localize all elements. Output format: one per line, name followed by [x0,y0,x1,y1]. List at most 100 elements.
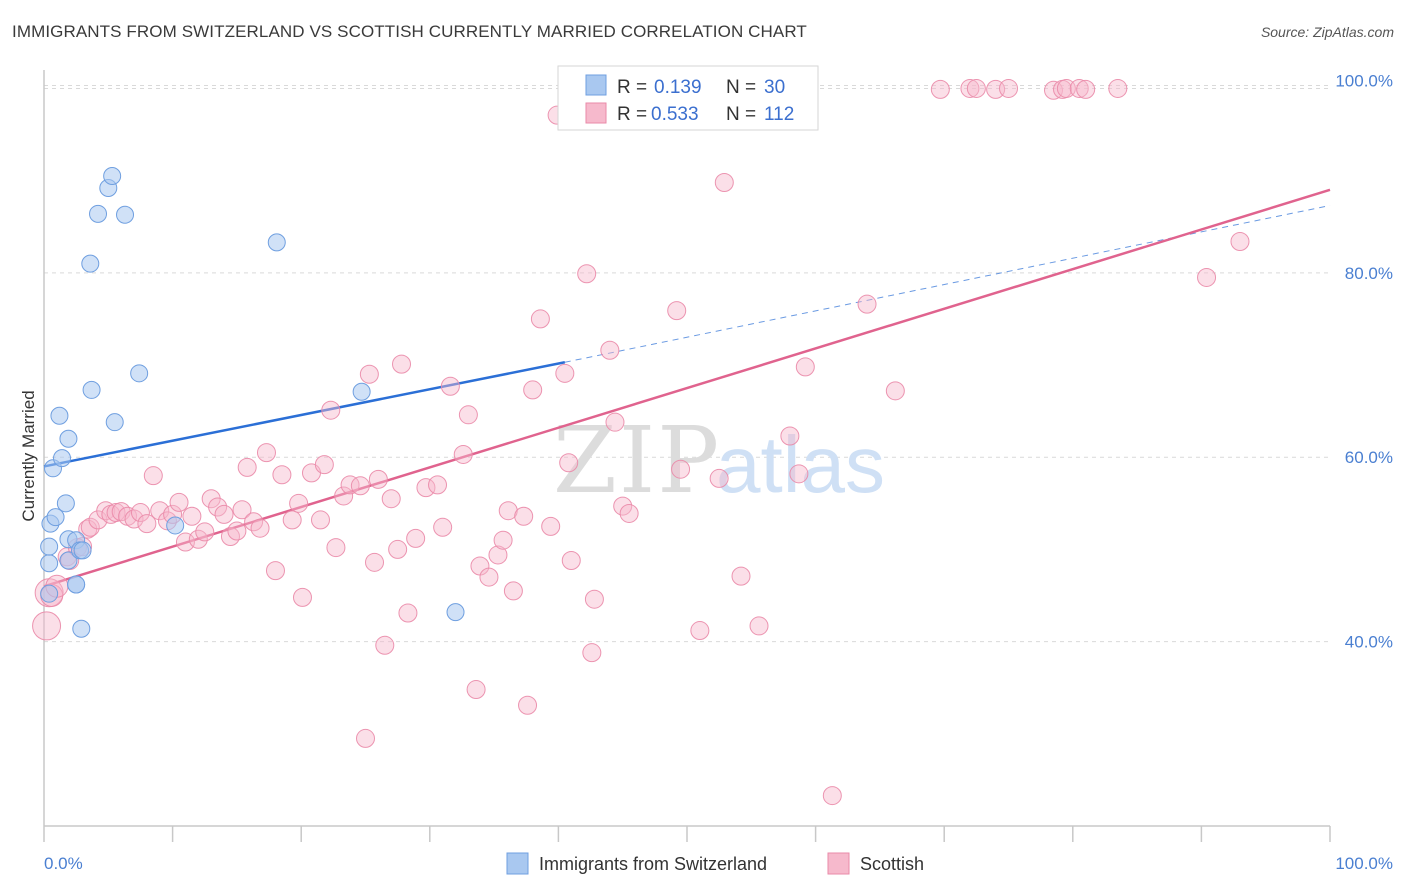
scottish-point [365,552,385,572]
scottish-point [130,503,150,523]
scottish-point [227,521,247,541]
switzerland-point [40,584,59,603]
scottish-point [169,492,189,512]
scottish-point [999,78,1018,98]
switzerland-point [267,233,286,252]
scottish-point [220,527,240,547]
scottish-point [709,468,729,488]
switzerland-point [72,619,91,638]
scottish-point [150,501,170,521]
scottish-point [518,695,538,715]
scottish-point [503,581,523,601]
scottish-point [137,514,157,534]
stats-legend-n-label-1: N = [726,77,756,98]
scottish-point [416,478,436,498]
scottish-point [80,517,100,537]
bottom-legend-label-scottish: Scottish [860,854,924,874]
stats-legend: R = 0.139 N = 30 R = 0.533 N = 112 [557,65,819,131]
switzerland-point [59,551,78,570]
scottish-point [488,545,508,565]
scottish-point [428,475,448,495]
scottish-point [237,457,257,477]
chart-title: IMMIGRANTS FROM SWITZERLAND VS SCOTTISH … [12,22,807,41]
scottish-point [619,503,639,523]
scottish-point [966,78,986,98]
scottish-point [250,518,270,538]
scottish-point [1197,267,1217,287]
switzerland-point [105,413,124,432]
scottish-point [822,786,842,806]
y-tick-label: 60.0% [1345,448,1393,467]
scottish-point [282,510,302,530]
scottish-point [340,475,360,495]
switzerland-point [59,429,78,448]
switzerland-point [166,516,185,535]
stats-legend-r-value-2: 0.533 [651,104,699,125]
scottish-point [605,412,625,432]
trend-lines [43,188,1331,588]
scottish-point [375,635,395,655]
scottish-point [749,616,769,636]
bottom-legend-swatch-switzerland [506,852,529,875]
stats-legend-r-value-1: 0.139 [654,77,702,98]
switzerland-point [40,537,59,556]
scottish-point [182,506,202,526]
switzerland-point [56,494,75,513]
scottish-point [440,376,460,396]
watermark: ZIP atlas [553,407,885,514]
scottish-point [479,567,499,587]
scottish-point [885,381,905,401]
scottish-point [143,466,163,486]
scottish-point [356,728,375,748]
scottish-point [208,497,228,517]
stats-legend-swatch-switzerland [585,74,607,96]
scottish-point [789,464,809,484]
scottish-point [314,455,334,475]
scottish-point [256,443,276,463]
switzerland-point [53,449,72,468]
scottish-point [188,529,208,549]
scottish-point [1108,78,1128,98]
scottish-point [857,294,877,314]
scottish-point [310,510,330,530]
bottom-legend-swatch-scottish [827,852,850,875]
switzerland-point [81,254,100,273]
scottish-point [541,516,561,536]
switzerland-point [89,204,108,223]
scottish-point [1076,79,1096,99]
switzerland-point [46,508,65,527]
scottish-point [265,561,285,581]
scottish-point [613,496,633,516]
scottish-point [561,550,581,570]
scottish-point [530,309,550,329]
scottish-point [466,680,486,700]
x-tick-label: 0.0% [44,854,83,873]
scottish-point [214,504,234,524]
scottish-point [326,538,346,558]
scottish-point [359,364,379,384]
scottish-point [106,503,126,523]
switzerland-point [103,167,122,186]
scottish-point [514,506,534,526]
scottish-point [289,493,309,513]
y-axis-title: Currently Married [19,390,38,521]
scottish-point [671,459,691,479]
scottish-point [555,363,575,383]
stats-legend-n-value-1: 30 [764,77,785,98]
switzerland-point [130,364,149,383]
x-tick-labels: 0.0% 100.0% [44,854,1393,873]
source-label: Source: ZipAtlas.com [1260,24,1394,40]
switzerland-point [82,380,101,399]
scottish-point [453,444,473,464]
scottish-point [272,465,292,485]
stats-legend-n-label-2: N = [726,104,756,125]
scottish-point [667,301,687,321]
scottish-point [381,489,401,509]
scottish-point [559,453,579,473]
scottish-point [350,476,370,496]
scottish-point [498,501,518,521]
scottish-point [292,587,312,607]
scottish-point [368,469,388,489]
x-tick-label: 100.0% [1335,854,1393,873]
